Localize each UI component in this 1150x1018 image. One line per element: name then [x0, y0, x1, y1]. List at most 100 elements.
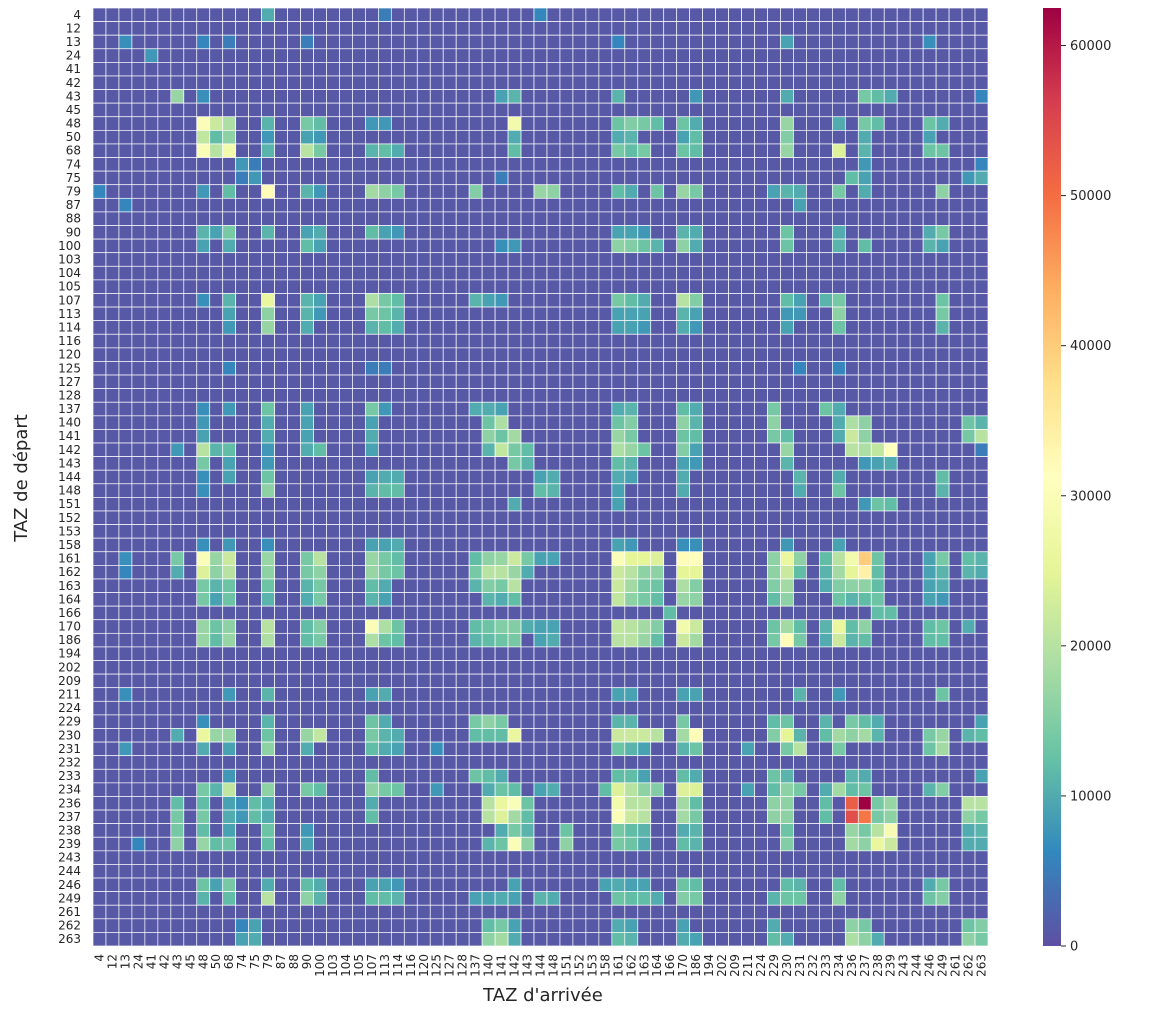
heatmap-cell: [261, 293, 275, 308]
heatmap-cell: [741, 605, 755, 621]
heatmap-cell: [416, 524, 431, 539]
heatmap-cell: [170, 361, 185, 376]
heatmap-cell: [455, 211, 470, 226]
heatmap-cell: [844, 401, 859, 417]
heatmap-cell: [248, 755, 262, 770]
heatmap-cell: [248, 483, 262, 498]
heatmap-cell: [248, 238, 262, 254]
heatmap-cell: [715, 225, 729, 240]
heatmap-cell: [780, 34, 794, 50]
heatmap-cell: [520, 768, 535, 784]
heatmap-cell: [416, 537, 431, 553]
heatmap-cell: [831, 497, 846, 512]
heatmap-cell: [585, 401, 600, 417]
heatmap-cell: [481, 429, 496, 444]
x-tick-label: 45: [183, 954, 197, 969]
heatmap-cell: [754, 551, 768, 566]
heatmap-cell: [806, 102, 820, 118]
heatmap-cell: [624, 170, 639, 186]
heatmap-cell: [300, 34, 314, 50]
heatmap-cell: [144, 632, 159, 648]
x-tick-label: 166: [663, 954, 677, 977]
heatmap-cell: [909, 130, 924, 145]
heatmap-cell: [624, 673, 639, 689]
heatmap-cell: [520, 918, 535, 933]
heatmap-cell: [326, 551, 340, 566]
heatmap-cell: [520, 687, 535, 702]
heatmap-cell: [455, 864, 470, 879]
heatmap-cell: [935, 904, 950, 920]
heatmap-cell: [118, 170, 133, 186]
heatmap-cell: [598, 75, 613, 90]
heatmap-cell: [961, 755, 976, 770]
heatmap-cell: [507, 728, 522, 743]
heatmap-cell: [935, 293, 950, 308]
y-tick-label: 120: [58, 348, 81, 362]
heatmap-cell: [92, 497, 107, 512]
heatmap-cell: [883, 102, 898, 118]
heatmap-cell: [572, 211, 587, 226]
heatmap-cell: [844, 116, 859, 131]
heatmap-cell: [520, 170, 535, 186]
heatmap-cell: [559, 537, 574, 553]
heatmap-cell: [767, 850, 781, 865]
heatmap-cell: [611, 456, 626, 471]
heatmap-cell: [468, 293, 483, 308]
heatmap-cell: [183, 728, 198, 743]
heatmap-cell: [326, 374, 340, 389]
heatmap-cell: [896, 728, 911, 743]
heatmap-cell: [92, 130, 107, 145]
heatmap-cell: [403, 225, 418, 240]
heatmap-cell: [468, 796, 483, 811]
heatmap-cell: [429, 537, 444, 553]
heatmap-cell: [819, 877, 833, 892]
heatmap-cell: [896, 904, 911, 920]
heatmap-cell: [819, 170, 833, 186]
heatmap-cell: [948, 877, 963, 892]
heatmap-cell: [676, 48, 691, 63]
heatmap-cell: [455, 932, 470, 947]
heatmap-cell: [209, 700, 224, 716]
heatmap-cell: [222, 932, 237, 947]
heatmap-cell: [676, 415, 691, 430]
heatmap-cell: [909, 687, 924, 702]
heatmap-cell: [429, 524, 444, 539]
heatmap-cell: [831, 796, 846, 811]
heatmap-cell: [935, 864, 950, 879]
heatmap-cell: [300, 673, 314, 689]
heatmap-cell: [390, 619, 405, 634]
heatmap-cell: [92, 782, 107, 797]
heatmap-cell: [637, 877, 652, 892]
heatmap-cell: [754, 333, 768, 349]
heatmap-cell: [572, 850, 587, 865]
heatmap-cell: [754, 293, 768, 308]
heatmap-cell: [793, 728, 807, 743]
heatmap-cell: [611, 34, 626, 50]
heatmap-cell: [300, 89, 314, 104]
heatmap-cell: [442, 361, 457, 376]
heatmap-cell: [559, 34, 574, 50]
heatmap-cell: [974, 75, 989, 90]
heatmap-cell: [663, 768, 678, 784]
heatmap-cell: [507, 170, 522, 186]
heatmap-cell: [131, 877, 146, 892]
heatmap-cell: [546, 483, 561, 498]
heatmap-cell: [806, 836, 820, 852]
heatmap-cell: [844, 170, 859, 186]
heatmap-cell: [676, 578, 691, 593]
heatmap-cell: [935, 347, 950, 362]
heatmap-cell: [909, 116, 924, 131]
heatmap-cell: [248, 646, 262, 661]
heatmap-cell: [222, 374, 237, 389]
heatmap-cell: [183, 184, 198, 199]
heatmap-cell: [131, 850, 146, 865]
heatmap-cell: [403, 374, 418, 389]
heatmap-cell: [806, 850, 820, 865]
heatmap-cell: [339, 836, 353, 852]
heatmap-cell: [974, 225, 989, 240]
heatmap-cell: [209, 388, 224, 403]
y-tick-label: 238: [58, 823, 81, 837]
heatmap-cell: [831, 429, 846, 444]
heatmap-cell: [274, 293, 288, 308]
heatmap-cell: [948, 565, 963, 580]
